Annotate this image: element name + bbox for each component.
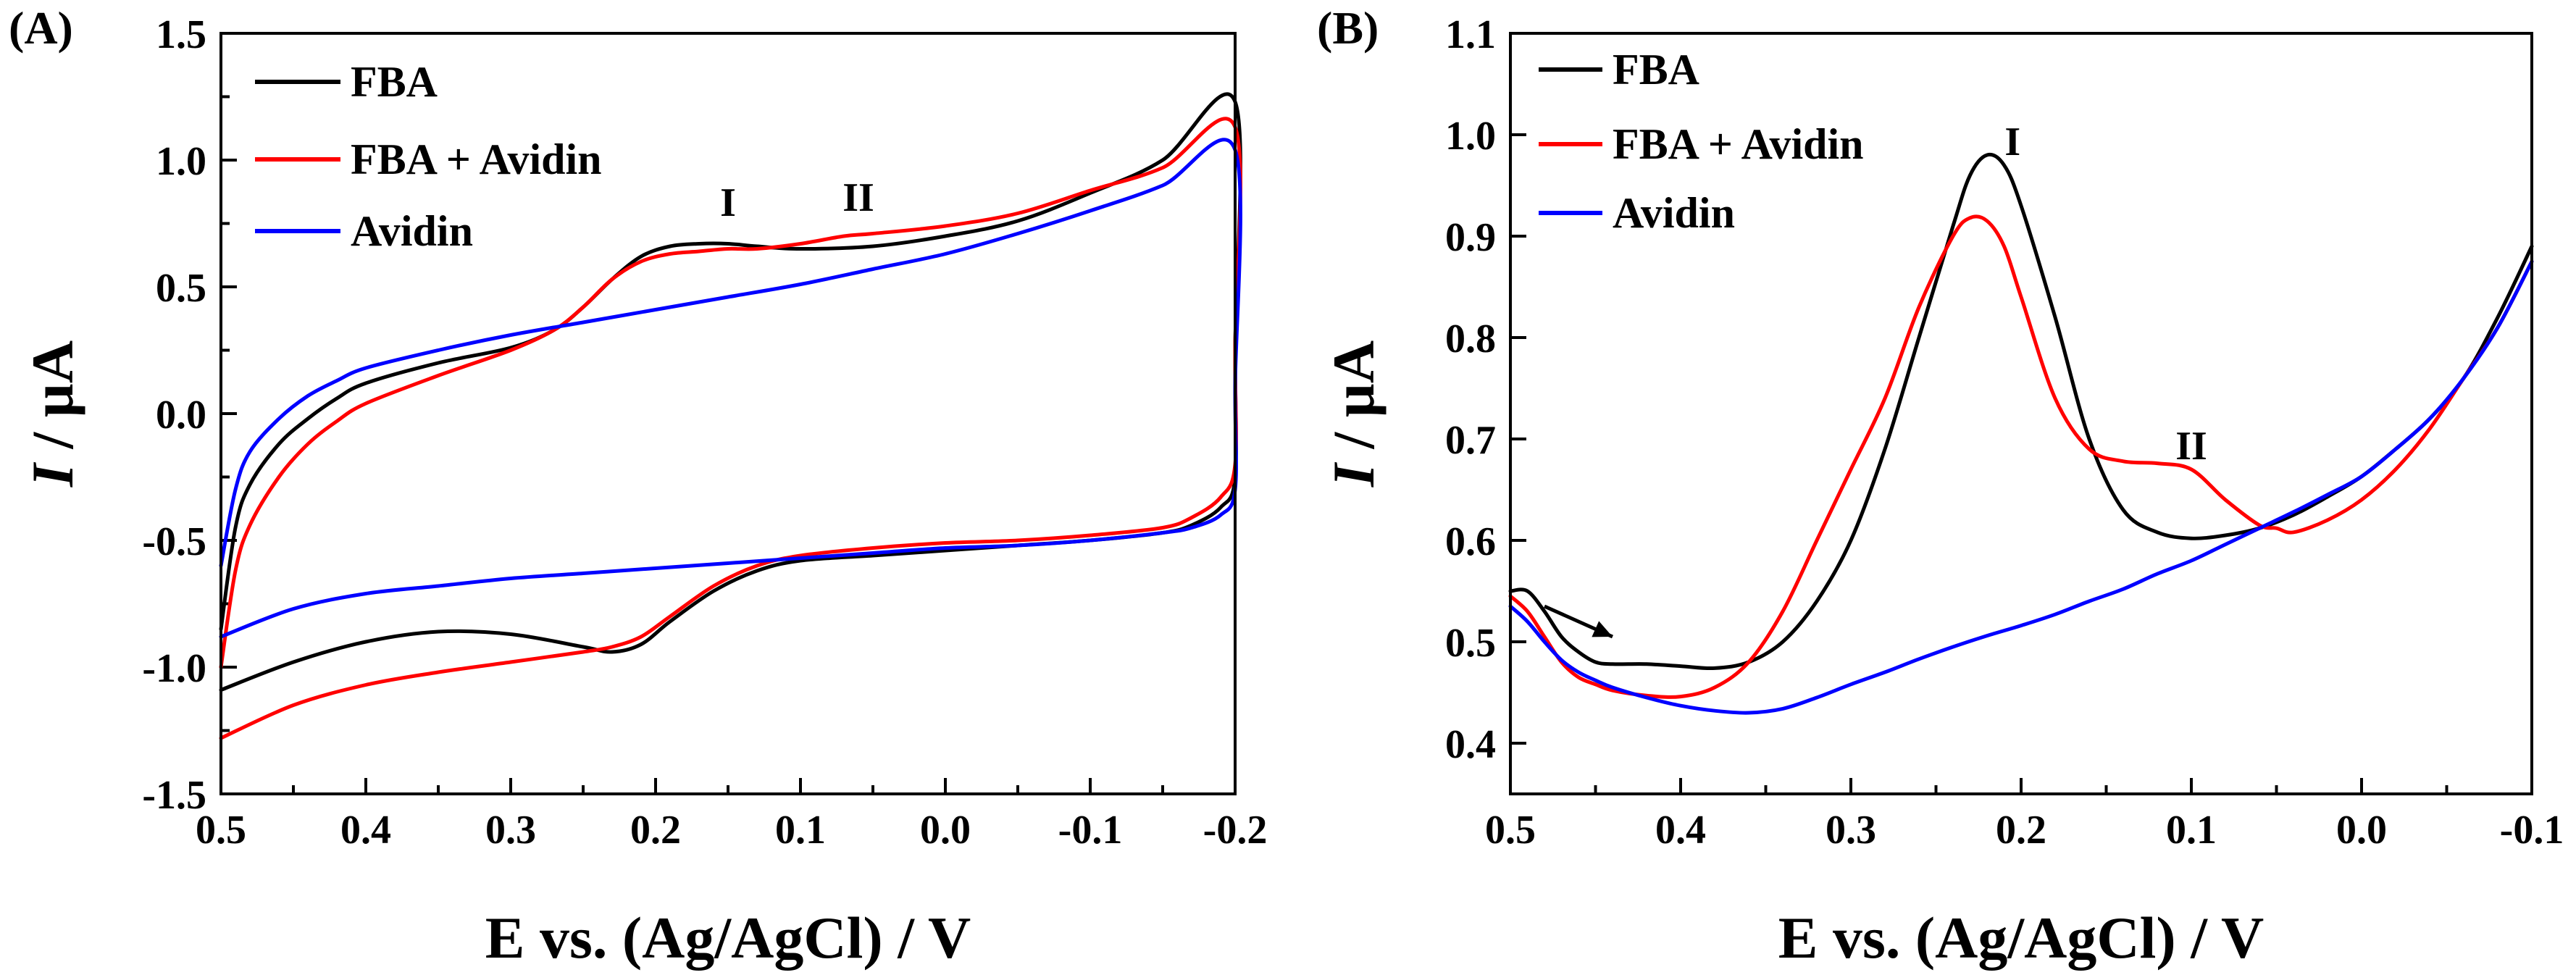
panel-b-legend: FBA FBA + Avidin Avidin bbox=[1539, 46, 1864, 237]
x-tick-label: 0.3 bbox=[485, 808, 536, 853]
y-tick-label: -1.0 bbox=[142, 646, 206, 691]
panel-a-label: (A) bbox=[9, 2, 73, 54]
legend-label-fba: FBA bbox=[1613, 46, 1699, 93]
panel-b-curves bbox=[1508, 152, 2534, 715]
y-tick-label: 0.9 bbox=[1445, 215, 1496, 260]
x-tick-label: -0.2 bbox=[1203, 808, 1268, 853]
y-tick-label: 0.5 bbox=[156, 266, 206, 311]
legend-label-avidin: Avidin bbox=[351, 207, 473, 255]
y-tick-label: 0.4 bbox=[1445, 722, 1496, 767]
y-tick-label: 0.8 bbox=[1445, 317, 1496, 361]
x-tick-label: -0.1 bbox=[1058, 808, 1123, 853]
panel-a-ticks: 0.5 0.4 0.3 0.2 0.1 0.0 -0.1 -0.2 -1.5 -1.0 -0.5 0.… bbox=[142, 12, 1267, 853]
x-tick-label: 0.4 bbox=[1655, 808, 1706, 853]
x-tick-label: 0.5 bbox=[196, 808, 246, 853]
x-tick-label: 0.0 bbox=[920, 808, 971, 853]
series-line-fba-avidin bbox=[219, 117, 1242, 740]
annotation-peak-ii: II bbox=[842, 175, 874, 220]
y-tick-label: -0.5 bbox=[142, 519, 206, 564]
panel-a-legend: FBA FBA + Avidin Avidin bbox=[255, 58, 602, 255]
panel-a: (A) 0.5 0.4 0.3 0.2 0.1 0.0 -0.1 -0.2 -1.5 -1.0 -0… bbox=[9, 2, 1267, 971]
panel-b-x-axis-title: E vs. (Ag/AgCl) / V bbox=[1778, 905, 2264, 971]
legend-label-fba-avidin: FBA + Avidin bbox=[1613, 120, 1864, 168]
panel-a-frame bbox=[219, 32, 1237, 795]
x-tick-label: 0.1 bbox=[775, 808, 826, 853]
panel-b-frame bbox=[1509, 32, 2533, 795]
x-tick-label: 0.0 bbox=[2336, 808, 2387, 853]
y-tick-label: 1.1 bbox=[1445, 12, 1496, 57]
y-tick-label: 1.0 bbox=[1445, 114, 1496, 159]
x-tick-label: 0.1 bbox=[2166, 808, 2217, 853]
annotation-peak-i: I bbox=[2004, 120, 2020, 164]
scan-direction-arrow bbox=[1543, 604, 1614, 639]
y-tick-label: 0.5 bbox=[1445, 621, 1496, 666]
arrow-head bbox=[1592, 621, 1613, 637]
legend-label-avidin: Avidin bbox=[1613, 189, 1735, 237]
y-tick-label: 1.5 bbox=[156, 12, 206, 57]
annotation-peak-i: I bbox=[720, 180, 736, 225]
legend-label-fba-avidin: FBA + Avidin bbox=[351, 135, 602, 183]
panel-b-y-axis-title: I / µA bbox=[1321, 340, 1387, 488]
x-tick-label: 0.3 bbox=[1826, 808, 1876, 853]
panel-b: (B) 0.5 0.4 0.3 0.2 0.1 0.0 -0.10.40.50.60.70.… bbox=[1317, 2, 2564, 971]
panel-a-x-axis-title: E vs. (Ag/AgCl) / V bbox=[485, 905, 971, 971]
x-tick-label: 0.2 bbox=[1996, 808, 2046, 853]
series-line-fba bbox=[219, 92, 1242, 692]
panel-b-ticks: 0.5 0.4 0.3 0.2 0.1 0.0 -0.1 0.4 0.5 0.6 0.7 0.8 0.9… bbox=[1445, 12, 2564, 853]
x-tick-label: -0.1 bbox=[2500, 808, 2564, 853]
legend-label-fba: FBA bbox=[351, 58, 438, 106]
annotation-peak-ii: II bbox=[2175, 424, 2207, 469]
panel-a-y-axis-title: I / µA bbox=[20, 340, 85, 488]
series-line-avidin bbox=[1508, 259, 2534, 715]
y-tick-label: -1.5 bbox=[142, 773, 206, 818]
y-tick-label: 0.6 bbox=[1445, 519, 1496, 564]
panel-b-label: (B) bbox=[1317, 2, 1379, 54]
x-tick-label: 0.4 bbox=[340, 808, 391, 853]
y-tick-label: 0.7 bbox=[1445, 418, 1496, 463]
series-line-avidin bbox=[219, 138, 1242, 639]
y-tick-label: 0.0 bbox=[156, 393, 206, 438]
x-tick-label: 0.2 bbox=[630, 808, 681, 853]
y-tick-label: 1.0 bbox=[156, 139, 206, 184]
x-tick-label: 0.5 bbox=[1485, 808, 1536, 853]
panel-a-curves bbox=[219, 92, 1242, 740]
